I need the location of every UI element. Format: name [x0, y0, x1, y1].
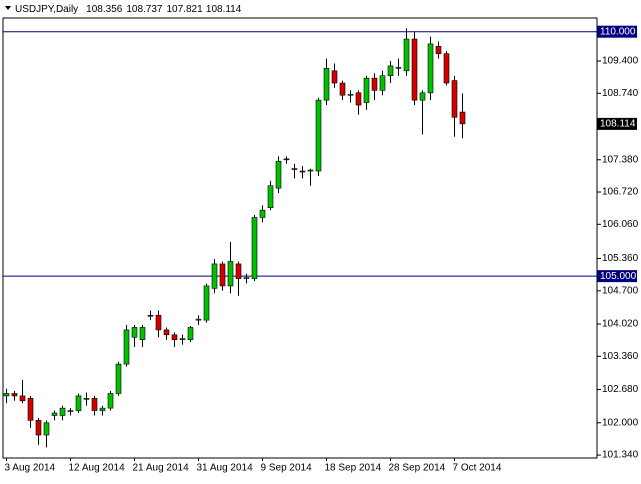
candle-body	[451, 80, 458, 118]
candle-body	[411, 38, 418, 101]
header-low: 107.821	[166, 4, 203, 15]
x-tick-label: 21 Aug 2014	[133, 463, 190, 474]
candle-body	[59, 407, 66, 416]
candle-body	[387, 65, 394, 76]
candle-body	[275, 160, 282, 189]
candle-body	[11, 393, 18, 397]
candle-body	[107, 393, 114, 409]
chart-header: USDJPY,Daily 108.356 108.737 107.821 108.114	[15, 4, 242, 15]
candle-body	[267, 185, 274, 208]
candle-body	[155, 314, 162, 331]
candle-body	[227, 261, 234, 287]
y-tick-label: 109.400	[602, 56, 639, 67]
candle-body	[91, 398, 98, 411]
candle-body	[379, 75, 386, 91]
candle-body	[299, 170, 306, 173]
chart-title: USDJPY,Daily	[15, 4, 78, 15]
candle-body	[75, 395, 82, 411]
candle-body	[435, 46, 442, 54]
candle-body	[99, 407, 106, 411]
y-tick-label: 105.360	[602, 253, 639, 264]
candle-body	[195, 318, 202, 321]
x-tick-label: 28 Sep 2014	[389, 463, 446, 474]
x-tick-label: 9 Sep 2014	[261, 463, 313, 474]
candle-body	[203, 285, 210, 321]
candle-body	[339, 82, 346, 96]
candle-body	[347, 93, 354, 96]
candle-body	[123, 329, 130, 365]
candle-body	[147, 314, 154, 317]
y-tick-label: 103.360	[602, 351, 639, 362]
candle-body	[83, 398, 90, 400]
y-tick-label: 106.060	[602, 219, 639, 230]
candle-body	[27, 398, 34, 421]
candle-body	[43, 422, 50, 436]
x-tick-label: 3 Aug 2014	[5, 463, 56, 474]
candle-body	[3, 393, 10, 397]
y-tick-label: 106.720	[602, 187, 639, 198]
y-tick-label: 102.680	[602, 384, 639, 395]
candle-body	[315, 99, 322, 172]
header-high: 108.737	[126, 4, 163, 15]
candle-body	[163, 329, 170, 336]
candle-body	[115, 363, 122, 394]
x-tick-label: 31 Aug 2014	[197, 463, 254, 474]
candle-body	[443, 53, 450, 84]
y-tick-label: 104.700	[602, 285, 639, 296]
price-label: 110.000	[600, 26, 636, 37]
y-tick-label: 108.740	[602, 88, 639, 99]
candle-body	[243, 277, 250, 279]
x-tick-label: 12 Aug 2014	[69, 463, 126, 474]
plot-frame	[2, 17, 598, 459]
candle-body	[395, 67, 402, 69]
candle-body	[171, 334, 178, 340]
candle-body	[363, 77, 370, 103]
candle-body	[51, 412, 58, 416]
candle-body	[19, 395, 26, 402]
candle-body	[291, 168, 298, 170]
price-label-box	[597, 25, 637, 38]
candle-body	[179, 338, 186, 341]
current-price-label: 108.114	[600, 119, 636, 130]
candle-body	[139, 327, 146, 340]
x-tick-label: 7 Oct 2014	[453, 463, 502, 474]
candle-body	[235, 263, 242, 279]
candle-body	[131, 327, 138, 338]
candle-body	[187, 327, 194, 340]
header-close: 108.114	[206, 4, 242, 15]
y-tick-label: 102.000	[602, 417, 639, 428]
price-label-box	[597, 270, 637, 283]
candle-body	[459, 111, 466, 125]
candle-body	[307, 169, 314, 172]
candle-body	[283, 158, 290, 161]
candle-body	[259, 209, 266, 218]
candle-body	[211, 263, 218, 289]
x-tick-label: 18 Sep 2014	[325, 463, 382, 474]
current-price-box	[597, 117, 637, 130]
candle-body	[251, 217, 258, 279]
menu-arrow	[5, 6, 11, 10]
candle-body	[427, 43, 434, 94]
candle-body	[403, 38, 410, 72]
candle-body	[219, 263, 226, 287]
header-open: 108.356	[86, 4, 123, 15]
y-tick-label: 107.380	[602, 154, 639, 165]
candle-body	[419, 92, 426, 101]
y-tick-label: 104.020	[602, 319, 639, 330]
candle-body	[323, 68, 330, 101]
candle-body	[35, 420, 42, 436]
candle-body	[371, 77, 378, 91]
price-label: 105.000	[600, 271, 637, 282]
candle-body	[355, 92, 362, 106]
candle-body	[67, 410, 74, 412]
y-tick-label: 101.340	[602, 450, 639, 461]
candle-body	[331, 70, 338, 84]
